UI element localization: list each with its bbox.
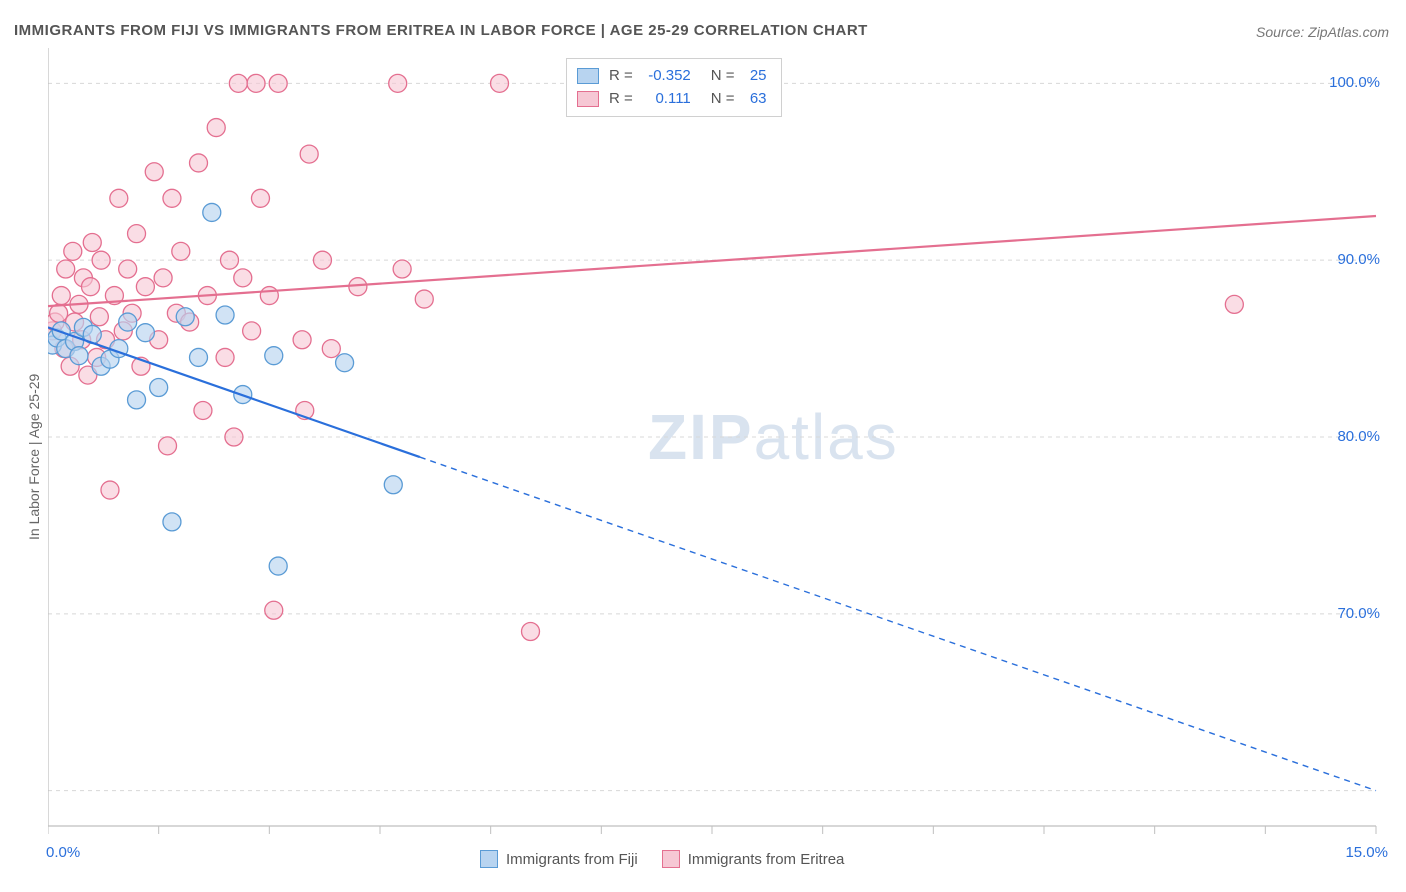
legend-item: Immigrants from Fiji <box>480 850 638 868</box>
chart-title: IMMIGRANTS FROM FIJI VS IMMIGRANTS FROM … <box>14 22 868 39</box>
r-label: R = <box>609 88 633 111</box>
x-tick-label: 15.0% <box>1345 844 1388 861</box>
r-value: 0.111 <box>643 88 691 111</box>
legend-swatch-icon <box>577 91 599 107</box>
y-axis-label: In Labor Force | Age 25-29 <box>26 374 42 540</box>
legend-label: Immigrants from Eritrea <box>688 851 845 868</box>
legend-swatch-icon <box>577 68 599 84</box>
n-value: 25 <box>745 65 767 88</box>
stat-row: R = 0.111 N = 63 <box>577 88 767 111</box>
source-label: Source: ZipAtlas.com <box>1256 24 1389 40</box>
r-value: -0.352 <box>643 65 691 88</box>
n-label: N = <box>711 65 735 88</box>
legend-item: Immigrants from Eritrea <box>662 850 845 868</box>
y-tick-label: 80.0% <box>1337 428 1380 445</box>
legend-label: Immigrants from Fiji <box>506 851 638 868</box>
y-tick-label: 90.0% <box>1337 251 1380 268</box>
y-tick-label: 70.0% <box>1337 605 1380 622</box>
legend-swatch-icon <box>480 850 498 868</box>
correlation-stat-box: R = -0.352 N = 25 R = 0.111 N = 63 <box>566 58 782 117</box>
stat-row: R = -0.352 N = 25 <box>577 65 767 88</box>
scatter-chart <box>48 48 1390 840</box>
legend: Immigrants from Fiji Immigrants from Erit… <box>480 850 844 868</box>
r-label: R = <box>609 65 633 88</box>
legend-swatch-icon <box>662 850 680 868</box>
n-label: N = <box>711 88 735 111</box>
x-tick-label: 0.0% <box>46 844 80 861</box>
n-value: 63 <box>745 88 767 111</box>
y-tick-label: 100.0% <box>1329 74 1380 91</box>
